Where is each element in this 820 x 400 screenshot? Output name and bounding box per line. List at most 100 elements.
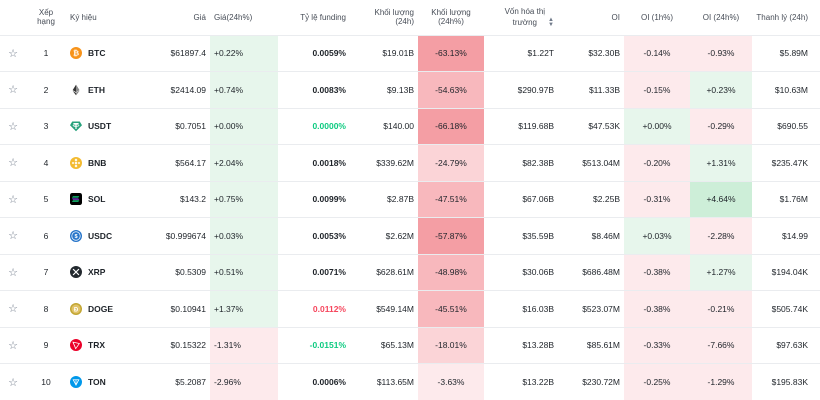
- liquidation-24h-cell: $195.83K: [752, 363, 812, 400]
- table-row[interactable]: ☆ 6 $ USDC $0.999674 +0.03% 0.0053% $2.62M -57.8…: [0, 217, 820, 254]
- table-row[interactable]: ☆ 4 BNB $564.17 +2.04% 0.0018% $339.62M -24.79%…: [0, 144, 820, 181]
- price-cell: $2414.09: [134, 71, 210, 108]
- market-cap-cell: $1.22T: [484, 34, 558, 72]
- change-24h-header[interactable]: Giá(24h%): [214, 12, 253, 22]
- table-header-row: Xếp hạng Ký hiệu Giá Giá(24h%) Tỷ lệ fun…: [0, 0, 820, 35]
- rank-cell: 5: [26, 180, 66, 218]
- favorite-star-icon[interactable]: ☆: [0, 34, 26, 72]
- rank-cell: 4: [26, 144, 66, 181]
- funding-rate-cell: 0.0006%: [278, 363, 350, 400]
- favorite-star-icon[interactable]: ☆: [0, 290, 26, 327]
- bnb-icon: [70, 156, 82, 169]
- favorite-star-icon[interactable]: ☆: [0, 217, 26, 254]
- oi-24h-header[interactable]: OI (24h%): [702, 12, 740, 22]
- symbol-cell[interactable]: ETH: [66, 71, 134, 108]
- favorite-star-icon[interactable]: ☆: [0, 253, 26, 291]
- oi-1h-cell: -0.38%: [624, 290, 690, 327]
- favorite-star-icon[interactable]: ☆: [0, 71, 26, 108]
- volume-24h-pct-header[interactable]: Khối lượng (24h%): [431, 8, 471, 27]
- volume-24h-cell: $339.62M: [350, 144, 418, 181]
- oi-cell: $513.04M: [558, 144, 624, 181]
- symbol-label: USDT: [88, 121, 112, 132]
- oi-24h-cell: -0.21%: [690, 290, 752, 327]
- funding-rate-header[interactable]: Tỷ lệ funding: [300, 12, 346, 22]
- volume-24h-cell: $65.13M: [350, 326, 418, 364]
- symbol-cell[interactable]: TON: [66, 363, 134, 400]
- rank-header[interactable]: Xếp hạng: [37, 8, 55, 27]
- liquidation-24h-cell: $14.99: [752, 217, 812, 254]
- symbol-cell[interactable]: BNB: [66, 144, 134, 181]
- symbol-cell[interactable]: ₿ BTC: [66, 34, 134, 72]
- liquidation-24h-header[interactable]: Thanh lý (24h): [756, 12, 808, 22]
- oi-header[interactable]: OI: [611, 12, 620, 22]
- price-cell: $61897.4: [134, 34, 210, 72]
- volume-24h-pct-cell: -63.13%: [418, 34, 484, 72]
- svg-text:$: $: [74, 234, 78, 240]
- table-row[interactable]: ☆ 1 ₿ BTC $61897.4 +0.22% 0.0059% $19.01B -63.13…: [0, 34, 820, 72]
- sort-icon[interactable]: ▲ ▼: [548, 17, 554, 29]
- symbol-cell[interactable]: XRP: [66, 253, 134, 291]
- price-cell: $0.999674: [134, 217, 210, 254]
- price-cell: $143.2: [134, 180, 210, 218]
- table-row[interactable]: ☆ 8 Ð DOGE $0.10941 +1.37% 0.0112% $549.14M -45.…: [0, 290, 820, 327]
- oi-1h-header[interactable]: OI (1h%): [640, 12, 673, 22]
- symbol-cell[interactable]: SOL: [66, 180, 134, 218]
- volume-24h-cell: $549.14M: [350, 290, 418, 327]
- price-cell: $0.7051: [134, 107, 210, 145]
- favorite-star-icon[interactable]: ☆: [0, 363, 26, 400]
- oi-cell: $47.53K: [558, 107, 624, 145]
- volume-24h-pct-cell: -57.87%: [418, 217, 484, 254]
- volume-24h-pct-cell: -3.63%: [418, 363, 484, 400]
- oi-cell: $32.30B: [558, 34, 624, 72]
- price-header[interactable]: Giá: [193, 12, 206, 22]
- market-cap-header-line1: Vốn hóa thị: [504, 7, 546, 17]
- symbol-header[interactable]: Ký hiệu: [70, 12, 97, 22]
- funding-rate-cell: 0.0099%: [278, 180, 350, 218]
- oi-24h-cell: +1.27%: [690, 253, 752, 291]
- symbol-cell[interactable]: Ð DOGE: [66, 290, 134, 327]
- favorite-star-icon[interactable]: ☆: [0, 144, 26, 181]
- table-row[interactable]: ☆ 3 USDT $0.7051 +0.00% 0.0000% $140.00 -66.18%…: [0, 107, 820, 145]
- favorite-star-icon[interactable]: ☆: [0, 180, 26, 218]
- rank-cell: 8: [26, 290, 66, 327]
- oi-24h-cell: -7.66%: [690, 326, 752, 364]
- table-row[interactable]: ☆ 7 XRP $0.5309 +0.51% 0.0071% $628.61M -48.98%…: [0, 253, 820, 291]
- table-row[interactable]: ☆ 9 TRX $0.15322 -1.31% -0.0151% $65.13M -18.01…: [0, 326, 820, 364]
- oi-cell: $8.46M: [558, 217, 624, 254]
- market-cap-cell: $119.68B: [484, 107, 558, 145]
- liquidation-24h-cell: $235.47K: [752, 144, 812, 181]
- symbol-label: DOGE: [88, 303, 114, 314]
- funding-rate-cell: 0.0018%: [278, 144, 350, 181]
- volume-24h-pct-cell: -45.51%: [418, 290, 484, 327]
- change-24h-cell: +0.75%: [210, 180, 278, 218]
- oi-24h-cell: -2.28%: [690, 217, 752, 254]
- oi-cell: $2.25B: [558, 180, 624, 218]
- funding-rate-cell: 0.0112%: [278, 290, 350, 327]
- volume-24h-pct-cell: -66.18%: [418, 107, 484, 145]
- favorite-star-icon[interactable]: ☆: [0, 326, 26, 364]
- volume-24h-header[interactable]: Khối lượng (24h): [374, 8, 414, 27]
- symbol-cell[interactable]: TRX: [66, 326, 134, 364]
- volume-24h-pct-cell: -48.98%: [418, 253, 484, 291]
- volume-24h-cell: $2.87B: [350, 180, 418, 218]
- oi-24h-cell: -0.29%: [690, 107, 752, 145]
- price-cell: $5.2087: [134, 363, 210, 400]
- market-cap-header[interactable]: Vốn hóa thị trường ▲ ▼: [484, 0, 558, 35]
- liquidation-24h-cell: $505.74K: [752, 290, 812, 327]
- funding-rate-cell: 0.0059%: [278, 34, 350, 72]
- symbol-cell[interactable]: $ USDC: [66, 217, 134, 254]
- favorite-star-icon[interactable]: ☆: [0, 107, 26, 145]
- change-24h-cell: -1.31%: [210, 326, 278, 364]
- funding-rate-cell: -0.0151%: [278, 326, 350, 364]
- table-row[interactable]: ☆ 5 SOL $143.2 +0.75% 0.0099% $2.87B -47.51% $67…: [0, 180, 820, 218]
- table-row[interactable]: ☆ 10 TON $5.2087 -2.96% 0.0006% $113.65M -3.63%…: [0, 363, 820, 400]
- usdc-icon: $: [70, 229, 82, 242]
- change-24h-cell: +0.22%: [210, 34, 278, 72]
- symbol-cell[interactable]: USDT: [66, 107, 134, 145]
- table-row[interactable]: ☆ 2 ETH $2414.09 +0.74% 0.0083% $9.13B -54.63% $…: [0, 71, 820, 108]
- market-cap-cell: $30.06B: [484, 253, 558, 291]
- svg-text:₿: ₿: [73, 49, 79, 58]
- volume-24h-cell: $113.65M: [350, 363, 418, 400]
- svg-text:Ð: Ð: [74, 307, 79, 313]
